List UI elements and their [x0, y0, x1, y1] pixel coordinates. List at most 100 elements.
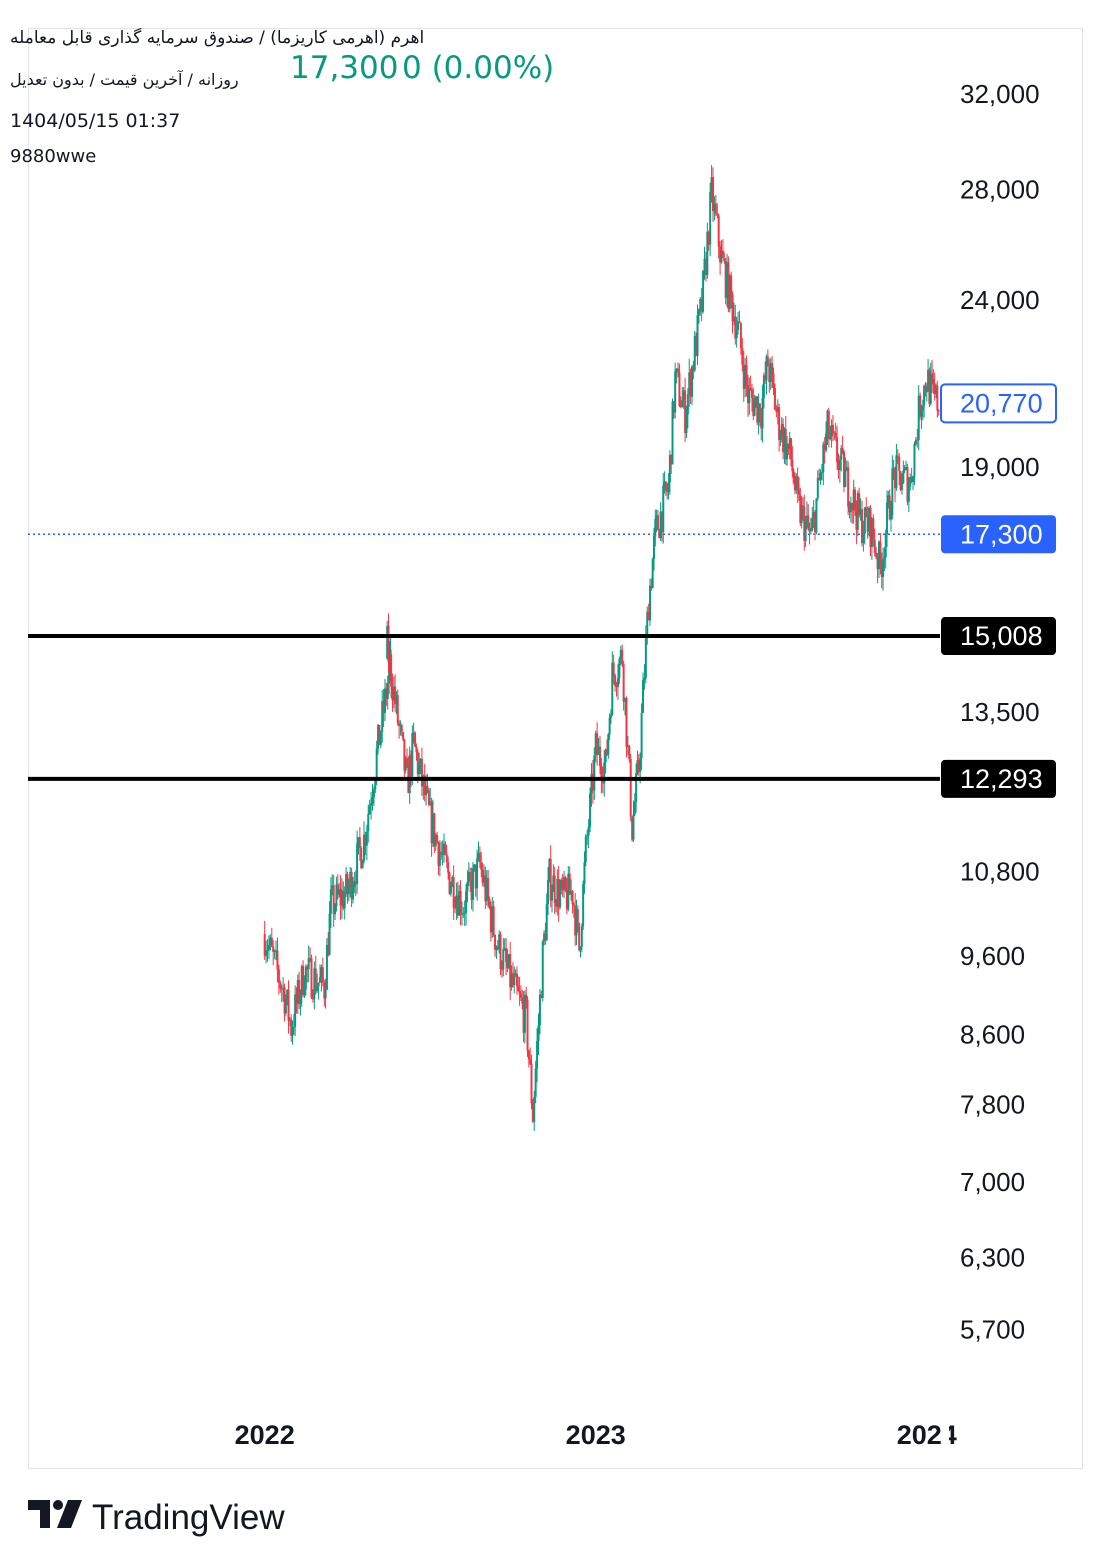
candle-body [485, 878, 488, 902]
y-axis-tick-label: 28,000 [960, 174, 1040, 204]
candle-body [360, 848, 363, 869]
candle-body [540, 994, 543, 999]
candle-body [826, 410, 829, 434]
candle-body [584, 836, 587, 863]
candle-body [404, 758, 407, 771]
candle-body [801, 505, 804, 507]
candle-body [884, 534, 887, 558]
candle-body [295, 994, 298, 1004]
candle-body [314, 968, 317, 992]
candle-body [611, 662, 614, 716]
candle-body [892, 468, 895, 470]
candle-body [636, 760, 639, 774]
candle-body [827, 410, 830, 440]
candle-body [784, 428, 787, 460]
candle-body [600, 766, 603, 781]
candle-body [872, 518, 875, 540]
candle-body [375, 748, 378, 779]
candle-body [379, 731, 382, 746]
candle-body [527, 1050, 530, 1060]
candle-body [693, 335, 696, 371]
y-axis-tick-label: 24,000 [960, 285, 1040, 315]
candle-body [612, 662, 615, 676]
candle-body [396, 695, 399, 724]
candle-body [625, 697, 628, 748]
candle-body [699, 298, 702, 310]
candle-body [642, 680, 645, 713]
candle-body [906, 467, 909, 502]
candle-body [765, 356, 768, 381]
candle-body [773, 388, 776, 410]
candle-body [838, 459, 841, 470]
candle-body [804, 520, 807, 541]
candle-body [382, 701, 385, 713]
candle-body [875, 552, 878, 557]
candle-body [877, 541, 880, 570]
candle-body [296, 980, 299, 1004]
candle-body [714, 203, 717, 214]
candle-body [349, 872, 352, 887]
candle-body [394, 686, 397, 705]
candle-body [907, 486, 910, 502]
candle-body [650, 585, 653, 589]
candle-body [710, 177, 713, 192]
candle-body [365, 831, 368, 846]
price-tag-label: 17,300 [960, 519, 1043, 549]
candle-body [776, 407, 779, 412]
candle-body [273, 951, 276, 953]
candle-body [704, 258, 707, 275]
candle-body [660, 511, 663, 532]
candle-body [551, 892, 554, 901]
candle-body [361, 860, 364, 869]
candle-body [345, 874, 348, 895]
candle-body [299, 994, 302, 1004]
candle-body [786, 443, 789, 460]
tradingview-logo[interactable]: TradingView [28, 1496, 285, 1546]
candle-body [716, 213, 719, 216]
candle-body [753, 401, 756, 416]
candle-body [923, 385, 926, 406]
y-axis-tick-label: 13,500 [960, 697, 1040, 727]
candle-body [604, 749, 607, 763]
candle-body [323, 982, 326, 999]
candle-body [772, 373, 775, 389]
candle-body [670, 455, 673, 465]
candle-body [745, 365, 748, 385]
candle-body [582, 884, 585, 927]
candle-body [674, 371, 677, 413]
candle-body [775, 409, 778, 412]
y-axis-tick-label: 5,700 [960, 1314, 1025, 1344]
candle-body [294, 994, 297, 1027]
candle-body [288, 1019, 291, 1021]
candle-body [304, 966, 307, 990]
candle-body [597, 746, 600, 755]
candle-body [624, 697, 627, 702]
candle-body [356, 843, 359, 885]
candle-body [372, 789, 375, 798]
candle-body [778, 407, 781, 440]
candle-body [720, 250, 723, 263]
candle-body [854, 489, 857, 511]
candle-body [888, 495, 891, 520]
candle-body [500, 968, 503, 970]
candle-body [887, 495, 890, 503]
candle-body [291, 1028, 294, 1036]
candle-body [631, 816, 634, 840]
author-name: 9880wwe [10, 146, 97, 167]
candle-body [387, 625, 390, 663]
candle-body [269, 937, 272, 946]
candle-body [265, 950, 268, 956]
candle-body [568, 873, 571, 895]
candle-body [449, 886, 452, 894]
candle-body [717, 215, 720, 247]
candle-body [552, 875, 555, 893]
candle-body [713, 203, 716, 212]
candle-body [416, 752, 419, 775]
candle-body [655, 515, 658, 520]
candle-body [732, 316, 735, 322]
candle-body [914, 439, 917, 445]
candle-body [794, 483, 797, 491]
candle-body [609, 715, 612, 718]
candle-body [928, 370, 931, 404]
